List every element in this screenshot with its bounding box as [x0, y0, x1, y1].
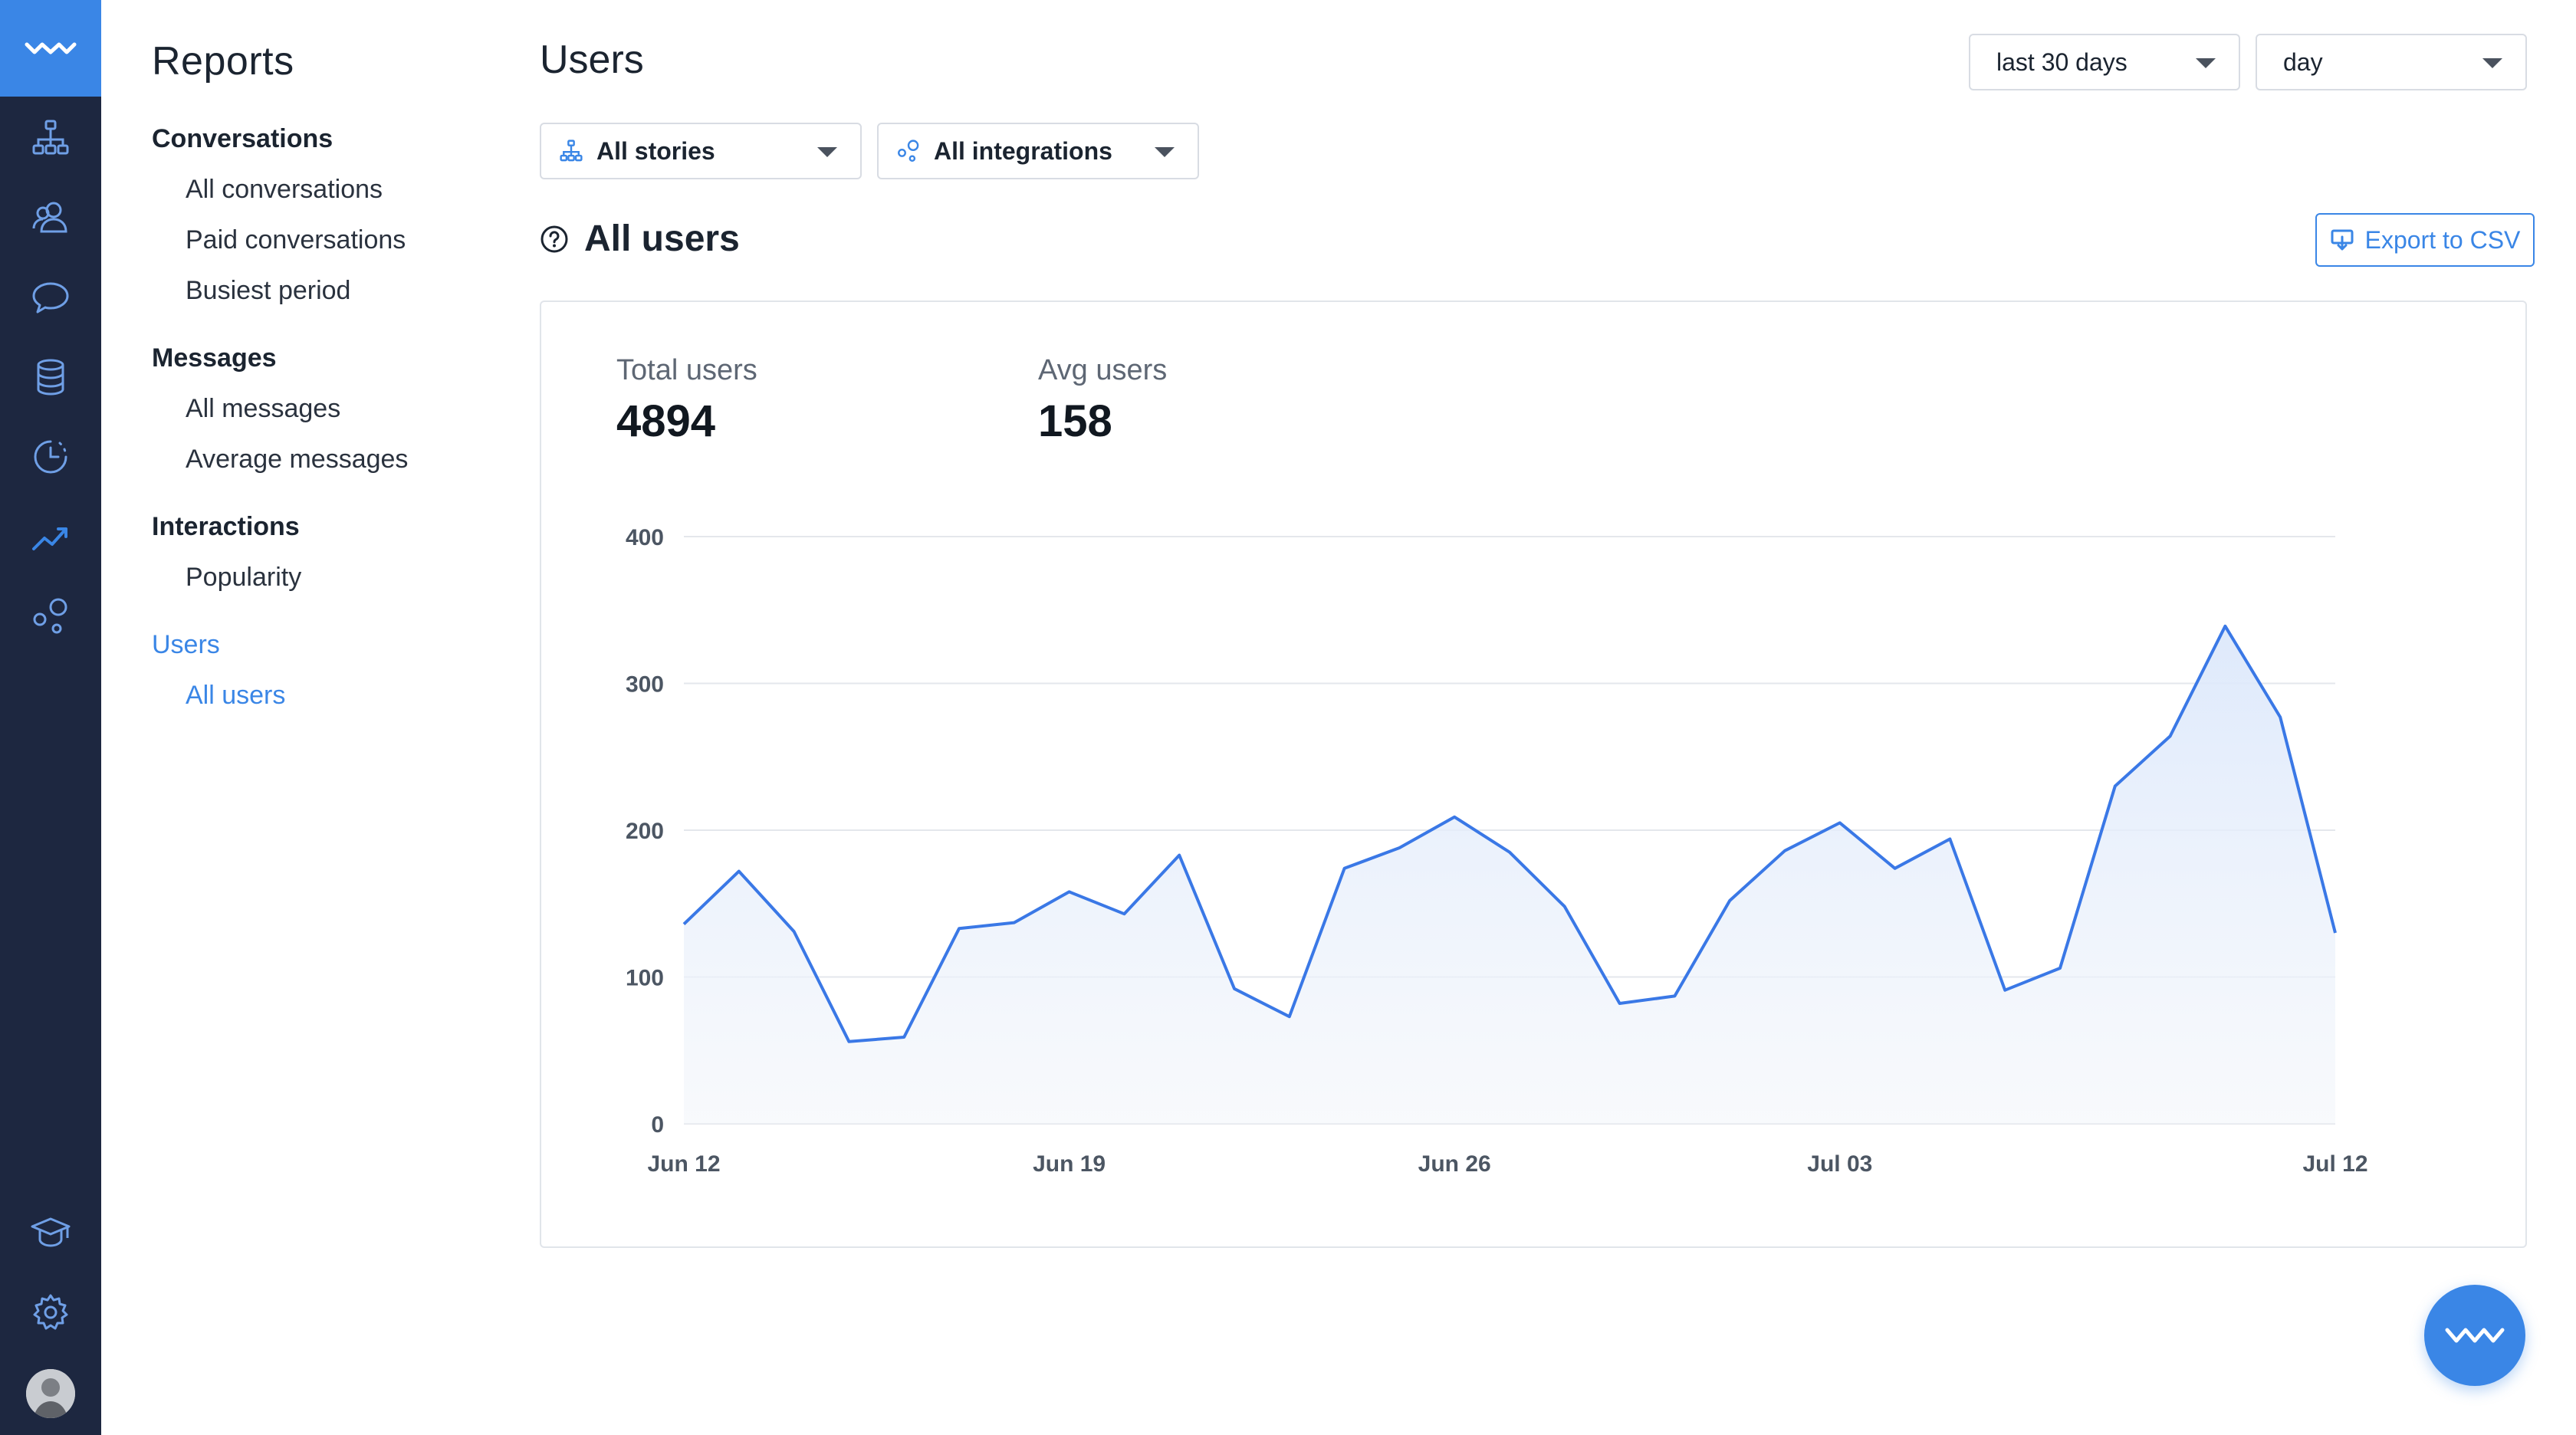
- date-range-value: last 30 days: [1996, 48, 2128, 76]
- granularity-select[interactable]: day: [2256, 34, 2527, 90]
- reports-title: Reports: [152, 39, 294, 84]
- stories-filter-value: All stories: [596, 136, 715, 165]
- integrations-filter-value: All integrations: [934, 136, 1112, 165]
- users-icon[interactable]: [29, 196, 72, 239]
- integrations-icon: [895, 138, 922, 164]
- stories-icon: [558, 138, 584, 164]
- nav-item-average-messages[interactable]: Average messages: [186, 445, 409, 474]
- export-csv-button[interactable]: Export to CSV: [2315, 213, 2535, 267]
- section-title: All users: [540, 218, 740, 260]
- y-tick-label: 200: [626, 819, 664, 844]
- y-tick-label: 300: [626, 672, 664, 698]
- x-tick-label: Jun 12: [647, 1151, 720, 1177]
- chevron-down-icon: [817, 147, 837, 157]
- granularity-value: day: [2283, 48, 2323, 76]
- page-title: Users: [540, 38, 644, 82]
- x-tick-label: Jul 12: [2302, 1151, 2367, 1177]
- section-title-text: All users: [584, 218, 740, 259]
- y-tick-label: 100: [626, 966, 664, 991]
- integrations-filter[interactable]: All integrations: [877, 123, 1199, 179]
- database-icon[interactable]: [29, 356, 72, 399]
- nav-item-popularity[interactable]: Popularity: [186, 563, 302, 592]
- nav-section-users[interactable]: Users: [152, 630, 220, 659]
- nav-section-conversations[interactable]: Conversations: [152, 124, 334, 153]
- nav-item-paid-conversations[interactable]: Paid conversations: [186, 225, 406, 254]
- date-range-select[interactable]: last 30 days: [1969, 34, 2240, 90]
- nav-section-interactions[interactable]: Interactions: [152, 512, 300, 541]
- stories-icon[interactable]: [29, 117, 72, 159]
- export-csv-label: Export to CSV: [2364, 225, 2521, 254]
- chevron-down-icon: [2482, 58, 2502, 68]
- nav-item-busiest-period[interactable]: Busiest period: [186, 276, 351, 305]
- academy-icon[interactable]: [29, 1211, 72, 1254]
- series-area: [684, 626, 2335, 1124]
- main-content: Users last 30 days day All stories All i…: [531, 0, 2576, 1435]
- integrations-icon[interactable]: [29, 595, 72, 638]
- wave-logo-icon: [2445, 1328, 2505, 1343]
- wave-logo-icon[interactable]: [0, 0, 101, 97]
- avg-users-value: 158: [1038, 396, 1112, 446]
- users-line-chart: 0 100 200 300 400 Jun 12 Jun 19 Jun 26 Jul 03 Ju…: [626, 525, 2368, 1177]
- stories-filter[interactable]: All stories: [540, 123, 862, 179]
- help-icon[interactable]: [540, 225, 569, 254]
- icon-sidebar: [0, 0, 101, 1435]
- download-icon: [2331, 229, 2354, 251]
- total-users-value: 4894: [616, 396, 716, 446]
- avg-users-label: Avg users: [1038, 354, 1168, 386]
- nav-item-all-conversations[interactable]: All conversations: [186, 175, 383, 204]
- nav-item-all-messages[interactable]: All messages: [186, 394, 341, 423]
- nav-item-all-users[interactable]: All users: [186, 681, 286, 710]
- x-tick-label: Jul 03: [1807, 1151, 1872, 1177]
- total-users-label: Total users: [616, 354, 757, 386]
- reports-icon[interactable]: [29, 515, 72, 558]
- chevron-down-icon: [2196, 58, 2216, 68]
- users-chart-card: Total users 4894 Avg users 158 0 100 200 30…: [540, 300, 2527, 1248]
- reports-nav: Reports Conversations All conversations …: [101, 0, 531, 1435]
- settings-icon[interactable]: [29, 1291, 72, 1334]
- chat-icon[interactable]: [29, 276, 72, 319]
- avatar[interactable]: [26, 1369, 75, 1418]
- y-tick-label: 0: [651, 1112, 664, 1138]
- nav-section-messages[interactable]: Messages: [152, 343, 277, 373]
- chevron-down-icon: [1155, 147, 1175, 157]
- history-icon[interactable]: [29, 435, 72, 478]
- x-tick-label: Jun 26: [1418, 1151, 1491, 1177]
- y-tick-label: 400: [626, 525, 664, 550]
- x-tick-label: Jun 19: [1033, 1151, 1106, 1177]
- chat-launcher-button[interactable]: [2424, 1285, 2525, 1386]
- series-line: [682, 624, 2337, 1043]
